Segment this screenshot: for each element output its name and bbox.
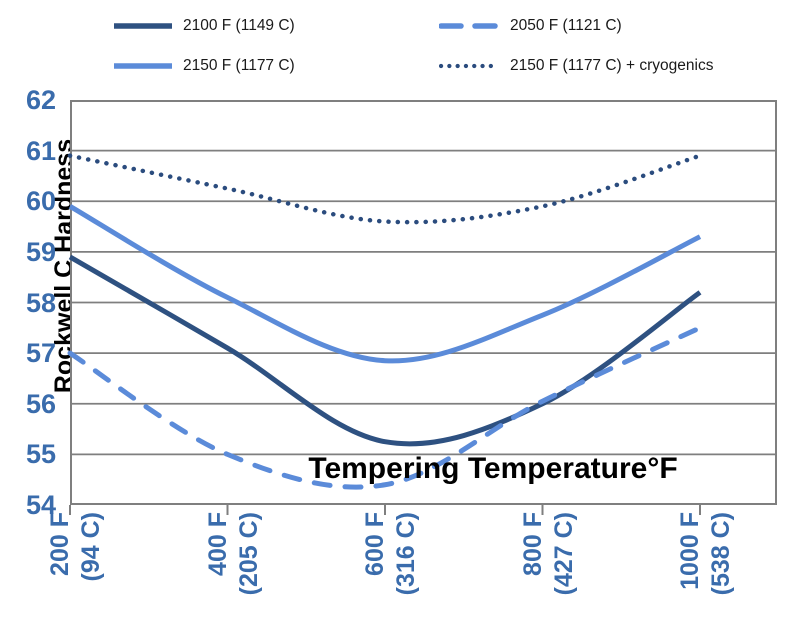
x-tick-label: 800 F (427 C) <box>518 512 580 632</box>
y-tick-label: 62 <box>25 85 56 115</box>
y-tick-label: 55 <box>25 439 56 470</box>
x-tick-label: 400 F (205 C) <box>203 512 265 632</box>
x-tick-label-line: 1000 F <box>676 512 704 590</box>
legend-swatch-dashed-line-icon <box>439 23 501 29</box>
y-tick-label: 61 <box>25 135 56 166</box>
legend-label: 2050 F (1121 C) <box>510 17 622 34</box>
legend-item-2: 2050 F (1121 C) <box>439 17 772 35</box>
plot-border <box>70 100 777 505</box>
legend-swatch-dotted-line-icon <box>439 63 501 69</box>
x-tick-label-line: (427 C) <box>549 512 578 596</box>
legend-swatch-solid-line-icon <box>114 63 172 69</box>
chart-canvas <box>67 100 777 515</box>
x-tick-label-line: 400 F <box>203 512 232 576</box>
legend-label: 2150 F (1177 C) + cryogenics <box>510 57 714 74</box>
x-tick-label-line: (538 C) <box>707 512 735 596</box>
x-tick-label-line: 200 F <box>46 512 74 576</box>
legend-item-1: 2150 F (1177 C) <box>112 57 439 75</box>
x-tick-label-line: (205 C) <box>234 512 263 596</box>
y-tick-label: 58 <box>25 287 56 318</box>
x-tick-label: 1000 F (538 C) <box>675 512 737 632</box>
x-tick-label: 600 F (316 C) <box>360 512 422 632</box>
x-tick-label: 200 F (94 C) <box>45 512 107 632</box>
series-line-0 <box>68 254 702 447</box>
legend-swatch-solid-line-icon <box>114 23 172 29</box>
x-tick-label-line: 600 F <box>361 512 389 576</box>
y-tick-label: 60 <box>25 186 56 217</box>
chart-legend: 2100 F (1149 C) 2050 F (1121 C) 2150 F (11… <box>112 6 772 86</box>
x-tick-label-line: (316 C) <box>392 512 420 596</box>
legend-label: 2100 F (1149 C) <box>183 17 295 34</box>
y-tick-label: 59 <box>25 236 56 267</box>
y-tick-label: 57 <box>25 338 56 369</box>
legend-label: 2150 F (1177 C) <box>183 57 295 74</box>
x-axis-title: Tempering Temperature°F <box>308 452 678 485</box>
x-tick-label-line: (94 C) <box>77 512 105 582</box>
legend-item-0: 2100 F (1149 C) <box>112 17 439 35</box>
plot-area: Tempering Temperature°F <box>67 100 777 515</box>
series-line-1 <box>68 204 702 364</box>
y-tick-label: 54 <box>25 490 56 520</box>
legend-item-3: 2150 F (1177 C) + cryogenics <box>439 57 772 75</box>
y-tick-label: 56 <box>25 388 56 419</box>
series-line-3 <box>67 153 703 225</box>
series-line-2 <box>67 325 703 490</box>
x-tick-label-line: 800 F <box>518 512 547 576</box>
